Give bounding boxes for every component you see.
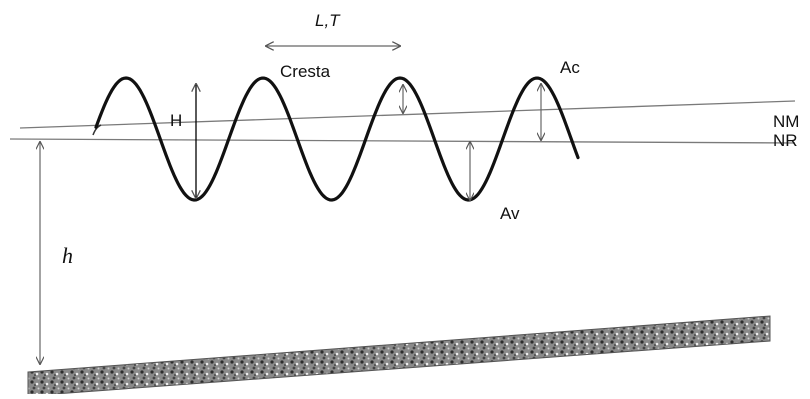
crest-amplitude-label: Ac [560, 58, 580, 77]
trough-amplitude-label: Av [500, 204, 520, 223]
reference-level-label: NR [773, 131, 798, 150]
mean-level-line [19, 100, 796, 129]
wave-profile [94, 76, 580, 202]
seabed [27, 315, 771, 397]
reference-level-line [9, 138, 796, 144]
mean-level-label: NM [773, 112, 799, 131]
height-label: H [170, 111, 182, 130]
crest-label: Cresta [280, 62, 331, 81]
depth-label: h [62, 243, 73, 268]
wavelength-period-label: L,T [315, 11, 341, 30]
